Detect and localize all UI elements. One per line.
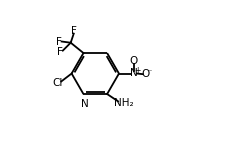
Text: F: F bbox=[71, 26, 77, 36]
Text: ⁻: ⁻ bbox=[147, 67, 151, 76]
Text: NH₂: NH₂ bbox=[114, 98, 133, 108]
Text: N: N bbox=[81, 99, 89, 109]
Text: N: N bbox=[130, 68, 138, 78]
Text: O: O bbox=[142, 69, 150, 79]
Text: O: O bbox=[130, 56, 138, 66]
Text: F: F bbox=[56, 37, 62, 47]
Text: +: + bbox=[134, 66, 141, 75]
Text: F: F bbox=[57, 47, 63, 57]
Text: Cl: Cl bbox=[53, 78, 63, 88]
